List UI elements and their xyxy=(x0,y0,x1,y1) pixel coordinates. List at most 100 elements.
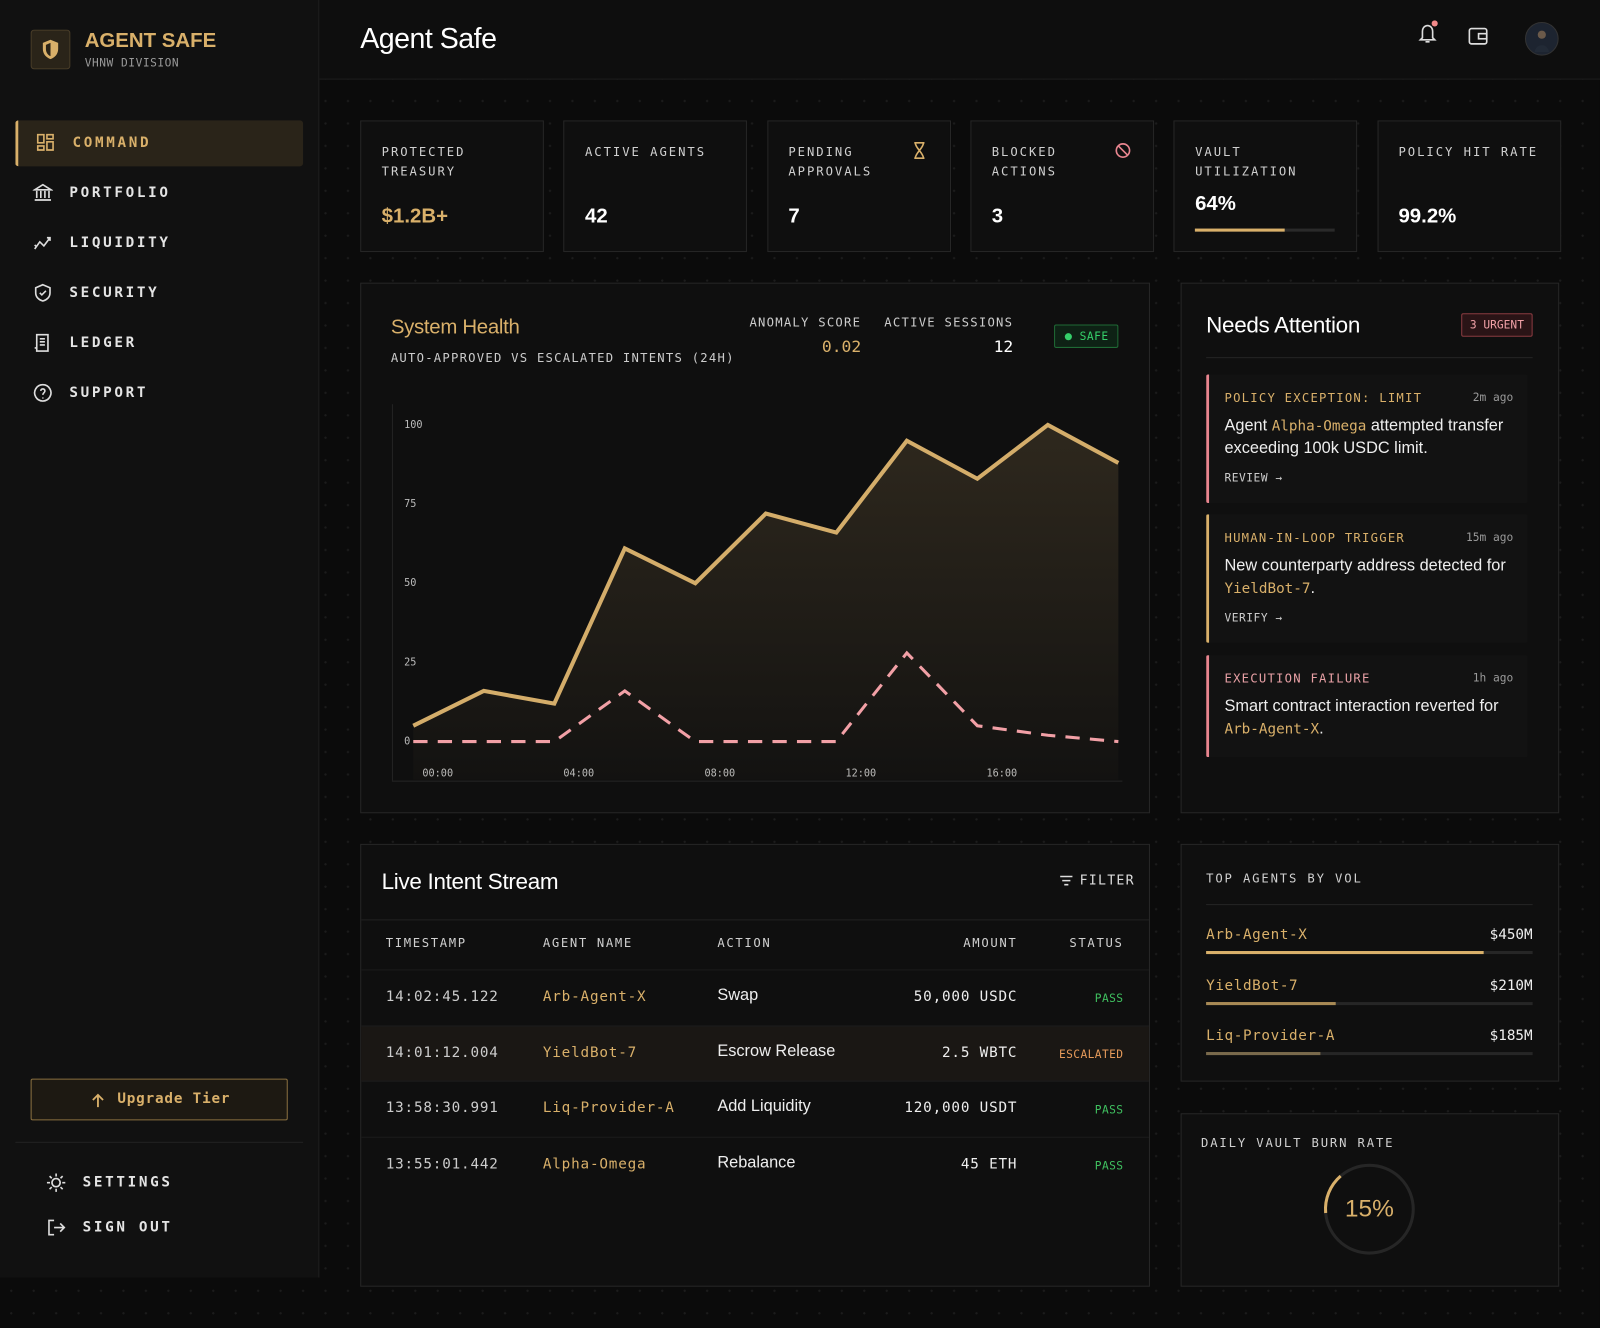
attention-item: EXECUTION FAILURE 1h ago Smart contract in… xyxy=(1206,655,1528,758)
y-tick-label: 50 xyxy=(404,578,416,589)
series-line xyxy=(413,650,1119,744)
nav-label: COMMAND xyxy=(72,134,152,152)
upgrade-icon xyxy=(92,1093,104,1108)
nav-icon xyxy=(48,1219,66,1236)
attention-item: POLICY EXCEPTION: LIMIT 2m ago Agent Alpha… xyxy=(1206,374,1528,504)
kpi-value: 42 xyxy=(584,205,608,228)
agent-name: YieldBot-7 xyxy=(542,1044,638,1061)
kpi-card: PROTECTED TREASURY $1.2B+ xyxy=(360,120,544,253)
nav-label: LEDGER xyxy=(69,334,137,352)
agent-name: Liq-Provider-A xyxy=(542,1099,675,1117)
timestamp: 13:55:01.442 xyxy=(385,1155,499,1172)
urgent-badge: 3 URGENT xyxy=(1461,313,1533,337)
gauge-arc xyxy=(1323,1163,1415,1255)
progress-fill xyxy=(1195,228,1285,232)
agent-name: YieldBot-7 xyxy=(1206,977,1299,994)
kpi-label: POLICY HIT RATE xyxy=(1398,144,1539,160)
nav-icon xyxy=(34,236,51,250)
text: attempted transfer exceeding 100k USDC l… xyxy=(1224,417,1504,458)
table-row[interactable]: 13:55:01.442 Alpha-Omega Rebalance 45 ETH PA… xyxy=(361,1136,1149,1192)
top-agents-panel xyxy=(1180,843,1560,1082)
panel-title: Live Intent Stream xyxy=(381,868,559,894)
kpi-value: 64% xyxy=(1195,192,1236,216)
status-text: SAFE xyxy=(1079,329,1109,343)
status: PASS xyxy=(1094,1158,1124,1172)
nav-item[interactable]: PORTFOLIO xyxy=(15,170,303,216)
anomaly-value: 0.02 xyxy=(821,336,862,357)
alert-action[interactable]: VERIFY → xyxy=(1224,611,1283,625)
line-chart: 025507510000:0004:0008:0012:0016:0020:00 xyxy=(391,404,1123,782)
divider xyxy=(361,919,1149,921)
text: . xyxy=(1319,720,1324,738)
kpi-card: BLOCKED ACTIONS 3 xyxy=(970,120,1154,253)
nav-label: SECURITY xyxy=(69,284,160,302)
nav-label: SIGN OUT xyxy=(82,1219,173,1236)
gauge-value: 15% xyxy=(1345,1196,1394,1223)
table-row[interactable]: 14:01:12.004 YieldBot-7 Escrow Release 2.5 … xyxy=(361,1024,1149,1082)
agent-name: Arb-Agent-X xyxy=(1206,926,1308,943)
nav-item[interactable]: COMMAND xyxy=(15,120,304,167)
y-tick-label: 75 xyxy=(404,499,416,510)
column-header: AGENT NAME xyxy=(542,935,633,950)
wallet-icon[interactable] xyxy=(1467,27,1489,47)
avatar[interactable] xyxy=(1524,21,1559,56)
agent-name: Arb-Agent-X xyxy=(542,988,647,1006)
text: . xyxy=(1310,579,1316,597)
nav-label: SETTINGS xyxy=(82,1174,173,1191)
panel-title: DAILY VAULT BURN RATE xyxy=(1201,1135,1395,1150)
agent-volume: $185M xyxy=(1489,1027,1533,1044)
volume-track xyxy=(1206,1001,1533,1005)
nav-item[interactable]: SUPPORT xyxy=(15,370,303,416)
kpi-card: POLICY HIT RATE 99.2% xyxy=(1377,120,1561,253)
kpi-value: 99.2% xyxy=(1398,205,1457,228)
kpi-card: ACTIVE AGENTS 42 xyxy=(563,120,748,253)
alert-time: 2m ago xyxy=(1472,390,1514,405)
panel-title: Needs Attention xyxy=(1206,312,1361,338)
progress-track xyxy=(1195,228,1335,232)
nav-icon xyxy=(46,1173,66,1192)
table-row[interactable]: 13:58:30.991 Liq-Provider-A Add Liquidity 1… xyxy=(361,1080,1149,1137)
kpi-card: VAULT UTILIZATION 64% xyxy=(1173,120,1358,253)
agent-name: YieldBot-7 xyxy=(1224,580,1311,597)
nav-item[interactable]: SECURITY xyxy=(15,270,303,316)
sidebar: AGENT SAFE VHNW DIVISION COMMAND PORTFOLI… xyxy=(0,0,320,1278)
alert-action[interactable]: REVIEW → xyxy=(1224,471,1283,485)
notifications-icon[interactable] xyxy=(1417,20,1439,47)
text: Smart contract interaction reverted for xyxy=(1224,697,1499,716)
status-badge: SAFE xyxy=(1054,324,1119,348)
nav-item[interactable]: LEDGER xyxy=(15,320,303,366)
alert-type: POLICY EXCEPTION: LIMIT xyxy=(1224,390,1423,406)
action: Rebalance xyxy=(717,1153,796,1171)
blocked-icon xyxy=(1115,143,1131,158)
amount: 45 ETH xyxy=(960,1155,1018,1172)
nav-item[interactable]: LIQUIDITY xyxy=(15,220,303,266)
amount: 50,000 USDC xyxy=(913,988,1018,1006)
amount: 120,000 USDT xyxy=(904,1099,1018,1117)
column-header: AMOUNT xyxy=(963,935,1018,950)
kpi-label: PROTECTED TREASURY xyxy=(381,144,466,179)
volume-track xyxy=(1206,1052,1533,1056)
anomaly-label: ANOMALY SCORE xyxy=(749,315,862,330)
nav-label: LIQUIDITY xyxy=(69,234,171,252)
footer-nav-item[interactable]: SETTINGS xyxy=(15,1160,303,1206)
footer-nav-item[interactable]: SIGN OUT xyxy=(15,1205,303,1251)
upgrade-button[interactable]: Upgrade Tier xyxy=(30,1078,288,1121)
kpi-label: BLOCKED ACTIONS xyxy=(991,144,1057,179)
kpi-card: PENDING APPROVALS 7 xyxy=(766,120,951,253)
upgrade-label: Upgrade Tier xyxy=(117,1090,231,1108)
table-row[interactable]: 14:02:45.122 Arb-Agent-X Swap 50,000 USDC PA… xyxy=(361,969,1149,1025)
column-header: ACTION xyxy=(717,935,772,950)
divider xyxy=(1206,357,1533,359)
column-header: STATUS xyxy=(1069,935,1124,950)
timestamp: 14:02:45.122 xyxy=(385,988,499,1006)
agent-name: Liq-Provider-A xyxy=(1206,1027,1336,1044)
alert-type: HUMAN-IN-LOOP TRIGGER xyxy=(1224,530,1406,545)
alert-text: New counterparty address detected for Yi… xyxy=(1224,555,1520,600)
kpi-label: PENDING APPROVALS xyxy=(788,144,873,179)
alert-type: EXECUTION FAILURE xyxy=(1224,671,1371,686)
alert-time: 1h ago xyxy=(1472,671,1514,685)
hourglass-icon xyxy=(914,142,925,159)
agent-volume: $450M xyxy=(1489,926,1533,943)
agent-name: Arb-Agent-X xyxy=(1224,721,1320,738)
